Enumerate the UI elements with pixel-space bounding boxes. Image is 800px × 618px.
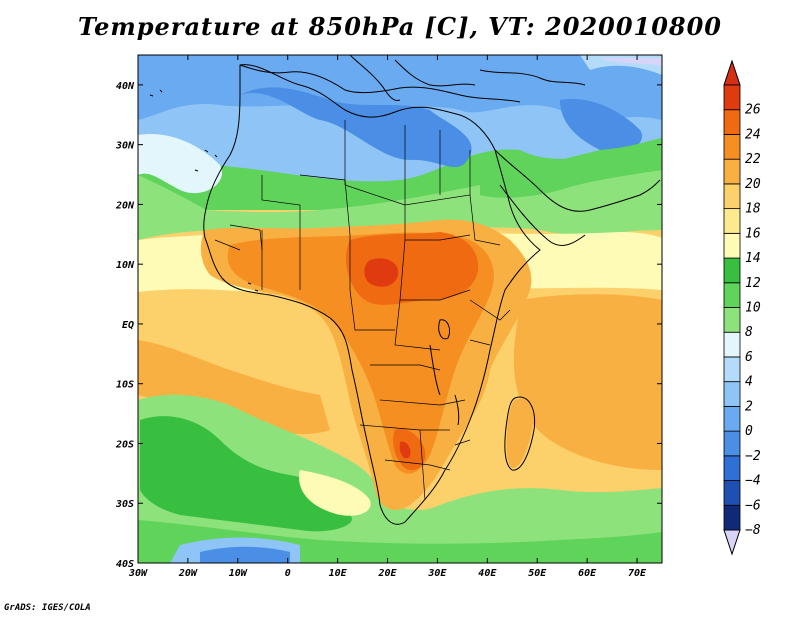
- y-tick-label: 20N: [115, 200, 135, 211]
- colorbar-tick-label: 16: [745, 226, 761, 241]
- colorbar-tick-label: 8: [745, 325, 753, 340]
- colorbar-tick-label: 4: [745, 375, 753, 390]
- x-tick-label: 40E: [478, 568, 497, 579]
- colorbar-tick-label: 14: [745, 251, 761, 266]
- colorbar-swatch: [723, 282, 741, 308]
- y-tick-label: 10N: [116, 260, 135, 271]
- colorbar-tick-label: 2: [745, 399, 753, 414]
- colorbar-under-triangle: [723, 529, 741, 556]
- x-tick-label: 60E: [578, 568, 597, 579]
- colorbar-swatch: [723, 356, 741, 383]
- x-tick-label: 30E: [427, 568, 447, 579]
- map-title: Temperature at 850hPa [C], VT: 202001080…: [77, 12, 723, 41]
- colorbar-tick-label: 18: [745, 202, 761, 217]
- colorbar-tick-label: 6: [745, 350, 753, 365]
- y-tick-label: 30S: [115, 499, 134, 510]
- x-tick-label: 20W: [178, 568, 198, 579]
- x-tick-label: 20E: [377, 568, 397, 579]
- colorbar-swatch: [723, 405, 741, 432]
- y-tick-label: 40N: [116, 81, 135, 92]
- colorbar-over-triangle: [723, 59, 741, 86]
- colorbar-swatch: [723, 504, 741, 531]
- colorbar-tick-label: 10: [745, 301, 761, 316]
- colorbar-tick-label: −4: [745, 474, 761, 489]
- axis-ticks: [137, 55, 662, 564]
- colorbar-tick-label: 20: [745, 177, 761, 192]
- colorbar-swatch: [723, 480, 741, 506]
- colorbar-swatch: [723, 257, 741, 284]
- colorbar-swatch: [723, 109, 741, 135]
- colorbar-swatch: [723, 208, 741, 234]
- colorbar-swatch: [723, 84, 741, 111]
- colorbar-swatch: [723, 307, 741, 333]
- x-tick-label: 10E: [329, 568, 348, 579]
- colorbar-swatch: [723, 455, 741, 481]
- x-tick-label: 70E: [628, 568, 647, 579]
- colorbar-swatch: [723, 183, 741, 210]
- y-tick-label: EQ: [122, 320, 134, 331]
- y-tick-label: 20S: [115, 439, 134, 450]
- colorbar-swatch: [723, 381, 741, 407]
- colorbar-swatch: [723, 430, 741, 457]
- x-axis-labels: 30W 20W 10W 0 10E 20E 30E 40E 50E 60E 70E: [128, 568, 647, 579]
- y-axis-labels: 40S 30S 20S 10S EQ 10N 20N 30N 40N: [115, 81, 135, 570]
- colorbar-tick-label: 24: [745, 127, 761, 142]
- colorbar-swatch: [723, 134, 741, 160]
- colorbar-tick-label: 22: [745, 152, 761, 167]
- colorbar: [723, 59, 741, 556]
- x-tick-label: 0: [285, 568, 291, 579]
- x-tick-label: 10W: [229, 568, 248, 579]
- colorbar-tick-label: 26: [745, 103, 761, 118]
- colorbar-tick-label: 12: [745, 276, 761, 291]
- temperature-field: [138, 55, 662, 563]
- y-tick-label: 10S: [116, 380, 134, 391]
- y-tick-label: 30N: [115, 141, 135, 152]
- country-borders: [214, 120, 511, 501]
- colorbar-tick-label: −2: [745, 449, 761, 464]
- x-tick-label: 50E: [528, 568, 547, 579]
- colorbar-swatch: [723, 158, 741, 185]
- plot-frame: [137, 54, 663, 564]
- y-tick-label: 40S: [116, 559, 134, 570]
- colorbar-tick-label: 0: [745, 424, 753, 439]
- coastlines: [149, 55, 661, 525]
- x-tick-label: 30W: [128, 568, 148, 579]
- colorbar-swatch: [723, 232, 741, 259]
- colorbar-swatch: [723, 331, 741, 358]
- grads-credit: GrADS: IGES/COLA: [4, 603, 91, 613]
- colorbar-tick-label: −8: [745, 523, 761, 538]
- colorbar-tick-label: −6: [745, 498, 761, 513]
